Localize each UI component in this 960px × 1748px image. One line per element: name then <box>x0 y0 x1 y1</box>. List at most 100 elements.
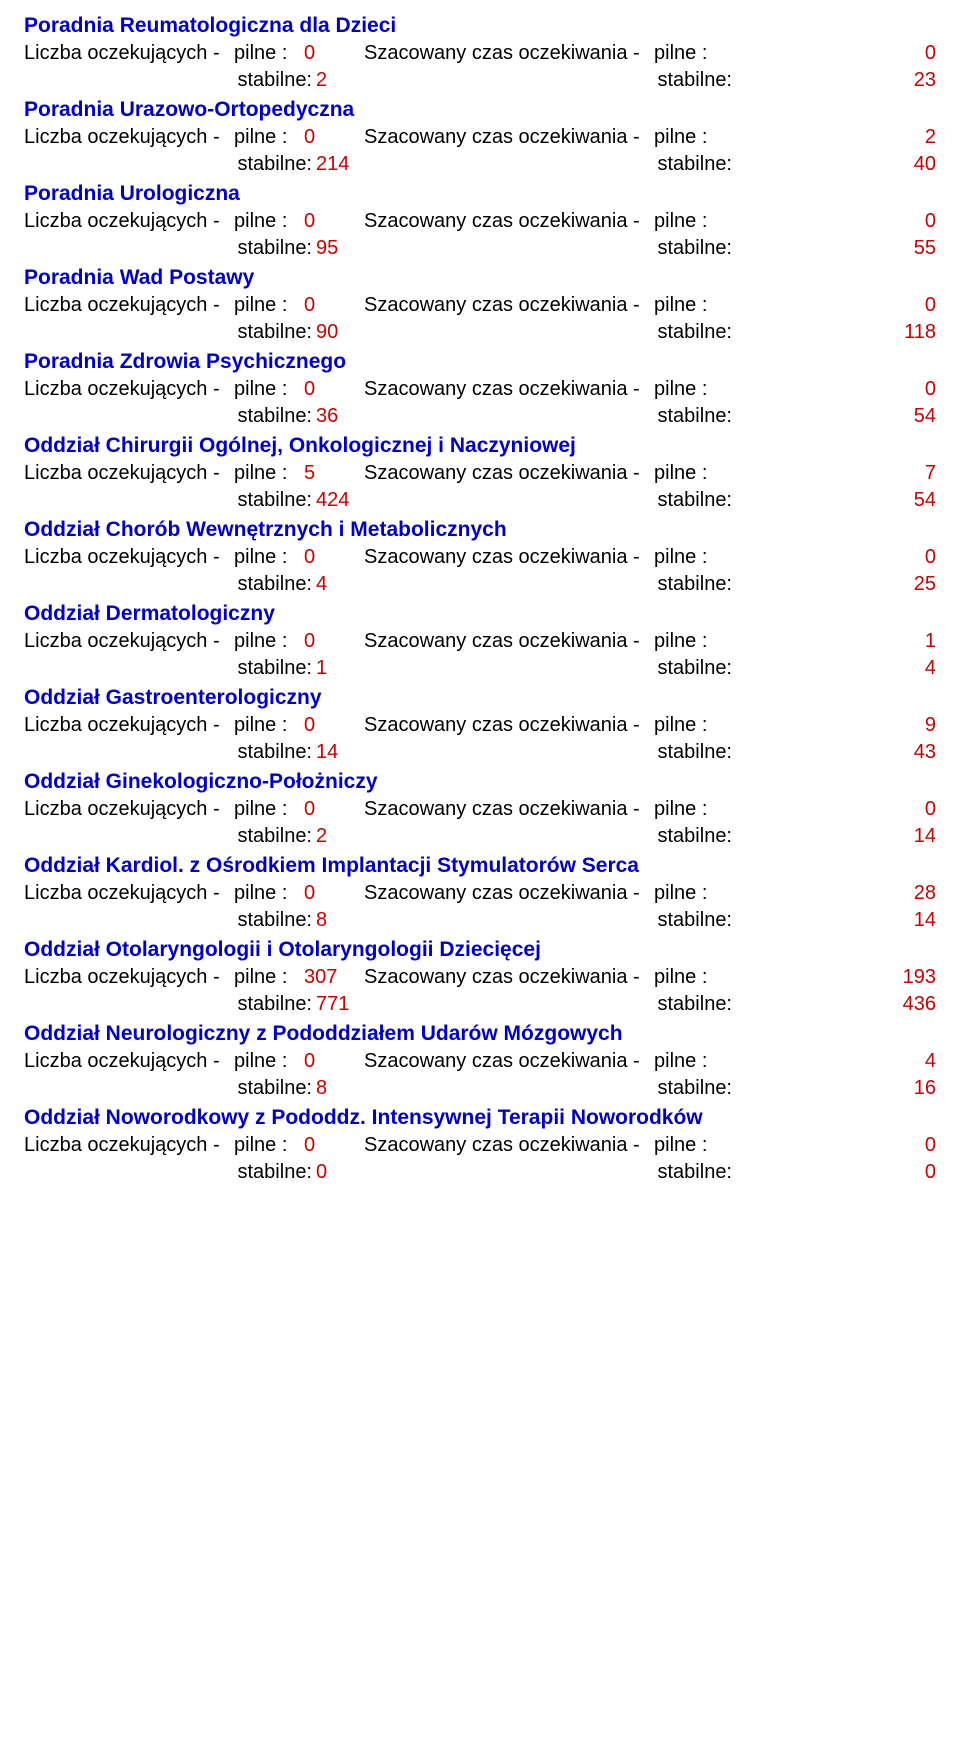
label-urgent: pilne : <box>234 798 304 821</box>
stable-row: stabilne:8stabilne:14 <box>24 909 936 932</box>
value-waiting-stable: 2 <box>316 69 364 92</box>
value-waiting-stable: 8 <box>316 909 364 932</box>
label-urgent: pilne : <box>234 126 304 149</box>
urgent-row: Liczba oczekujących -pilne :0Szacowany c… <box>24 798 936 821</box>
label-urgent: pilne : <box>654 378 724 401</box>
value-time-stable: 118 <box>736 321 936 344</box>
value-time-stable: 16 <box>736 1077 936 1100</box>
label-stable: stabilne: <box>654 741 736 764</box>
section: Oddział Ginekologiczno-PołożniczyLiczba … <box>24 770 936 848</box>
urgent-row: Liczba oczekujących -pilne :0Szacowany c… <box>24 714 936 737</box>
section: Poradnia Zdrowia Psychicznego Liczba ocze… <box>24 350 936 428</box>
value-waiting-stable: 771 <box>316 993 364 1016</box>
stable-row: stabilne:36stabilne:54 <box>24 405 936 428</box>
label-time: Szacowany czas oczekiwania - <box>364 126 654 149</box>
stable-row: stabilne:424stabilne:54 <box>24 489 936 512</box>
section: Poradnia Reumatologiczna dla DzieciLiczb… <box>24 14 936 92</box>
label-urgent: pilne : <box>654 798 724 821</box>
urgent-row: Liczba oczekujących -pilne :0Szacowany c… <box>24 126 936 149</box>
section-title: Oddział Kardiol. z Ośrodkiem Implantacji… <box>24 854 936 878</box>
section-title: Oddział Gastroenterologiczny <box>24 686 936 710</box>
label-stable: stabilne: <box>654 1077 736 1100</box>
label-urgent: pilne : <box>234 630 304 653</box>
label-stable: stabilne: <box>234 405 316 428</box>
value-time-urgent: 1 <box>724 630 936 653</box>
urgent-row: Liczba oczekujących -pilne :0Szacowany c… <box>24 882 936 905</box>
value-waiting-urgent: 0 <box>304 210 364 233</box>
label-urgent: pilne : <box>234 714 304 737</box>
label-urgent: pilne : <box>654 882 724 905</box>
section: Oddział Chirurgii Ogólnej, Onkologicznej… <box>24 434 936 512</box>
label-stable: stabilne: <box>234 237 316 260</box>
label-stable: stabilne: <box>234 321 316 344</box>
stable-row: stabilne:1stabilne:4 <box>24 657 936 680</box>
label-urgent: pilne : <box>234 546 304 569</box>
urgent-row: Liczba oczekujących -pilne :0Szacowany c… <box>24 294 936 317</box>
label-stable: stabilne: <box>654 489 736 512</box>
value-time-stable: 25 <box>736 573 936 596</box>
urgent-row: Liczba oczekujących -pilne :0Szacowany c… <box>24 378 936 401</box>
value-time-stable: 14 <box>736 909 936 932</box>
section: Oddział Otolaryngologii i Otolaryngologi… <box>24 938 936 1016</box>
label-stable: stabilne: <box>654 825 736 848</box>
label-stable: stabilne: <box>654 405 736 428</box>
stable-row: stabilne:4stabilne:25 <box>24 573 936 596</box>
label-urgent: pilne : <box>654 1134 724 1157</box>
urgent-row: Liczba oczekujących -pilne :0Szacowany c… <box>24 546 936 569</box>
label-waiting: Liczba oczekujących - <box>24 1134 234 1157</box>
label-stable: stabilne: <box>234 153 316 176</box>
label-urgent: pilne : <box>234 294 304 317</box>
label-urgent: pilne : <box>234 210 304 233</box>
section: Poradnia Wad PostawyLiczba oczekujących … <box>24 266 936 344</box>
value-waiting-urgent: 0 <box>304 294 364 317</box>
label-urgent: pilne : <box>234 1050 304 1073</box>
label-stable: stabilne: <box>234 657 316 680</box>
label-stable: stabilne: <box>654 993 736 1016</box>
value-time-stable: 0 <box>736 1161 936 1184</box>
label-urgent: pilne : <box>654 294 724 317</box>
label-time: Szacowany czas oczekiwania - <box>364 882 654 905</box>
stable-row: stabilne:0stabilne:0 <box>24 1161 936 1184</box>
value-waiting-urgent: 0 <box>304 546 364 569</box>
value-time-urgent: 9 <box>724 714 936 737</box>
label-stable: stabilne: <box>654 153 736 176</box>
label-waiting: Liczba oczekujących - <box>24 798 234 821</box>
section-title: Poradnia Urazowo-Ortopedyczna <box>24 98 936 122</box>
section: Oddział Neurologiczny z Pododdziałem Uda… <box>24 1022 936 1100</box>
label-waiting: Liczba oczekujących - <box>24 630 234 653</box>
value-waiting-urgent: 0 <box>304 630 364 653</box>
value-time-stable: 54 <box>736 489 936 512</box>
value-time-urgent: 193 <box>724 966 936 989</box>
urgent-row: Liczba oczekujących -pilne :0Szacowany c… <box>24 210 936 233</box>
value-time-stable: 23 <box>736 69 936 92</box>
stable-row: stabilne:14stabilne:43 <box>24 741 936 764</box>
value-time-urgent: 28 <box>724 882 936 905</box>
label-urgent: pilne : <box>654 714 724 737</box>
section-title: Poradnia Reumatologiczna dla Dzieci <box>24 14 936 38</box>
value-time-urgent: 0 <box>724 546 936 569</box>
section: Poradnia UrologicznaLiczba oczekujących … <box>24 182 936 260</box>
section-title: Poradnia Zdrowia Psychicznego <box>24 350 936 374</box>
sections-container: Poradnia Reumatologiczna dla Dzieci Liczb… <box>24 14 936 1184</box>
value-time-urgent: 0 <box>724 1134 936 1157</box>
stable-row: stabilne:90stabilne:118 <box>24 321 936 344</box>
label-stable: stabilne: <box>654 237 736 260</box>
label-time: Szacowany czas oczekiwania - <box>364 42 654 65</box>
label-time: Szacowany czas oczekiwania - <box>364 1050 654 1073</box>
label-stable: stabilne: <box>234 909 316 932</box>
label-stable: stabilne: <box>234 825 316 848</box>
value-waiting-urgent: 5 <box>304 462 364 485</box>
section: Oddział DermatologicznyLiczba oczekujący… <box>24 602 936 680</box>
section: Oddział Noworodkowy z Pododdz. Intensywn… <box>24 1106 936 1184</box>
section: Oddział Gastroenterologiczny Liczba oczek… <box>24 686 936 764</box>
value-waiting-urgent: 0 <box>304 1134 364 1157</box>
label-waiting: Liczba oczekujących - <box>24 714 234 737</box>
section-title: Oddział Noworodkowy z Pododdz. Intensywn… <box>24 1106 936 1130</box>
label-stable: stabilne: <box>234 1077 316 1100</box>
value-waiting-stable: 14 <box>316 741 364 764</box>
label-stable: stabilne: <box>234 1161 316 1184</box>
label-time: Szacowany czas oczekiwania - <box>364 1134 654 1157</box>
value-waiting-urgent: 0 <box>304 42 364 65</box>
value-time-urgent: 0 <box>724 42 936 65</box>
urgent-row: Liczba oczekujących -pilne :0Szacowany c… <box>24 1134 936 1157</box>
